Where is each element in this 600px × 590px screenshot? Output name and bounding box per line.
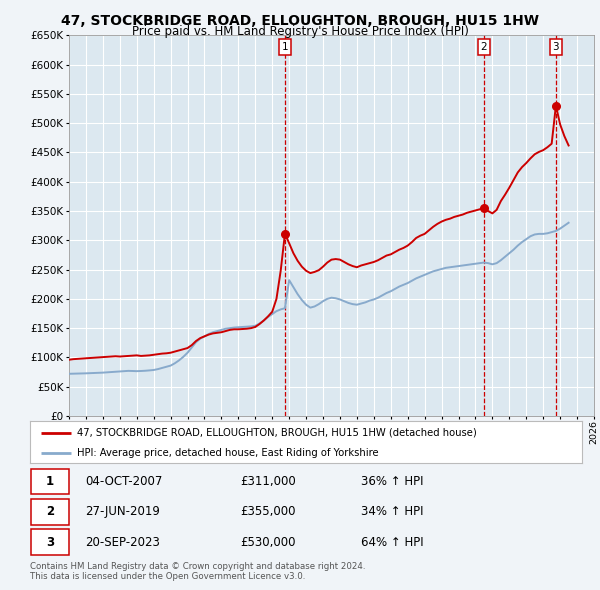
Text: 2: 2 xyxy=(46,505,54,519)
Text: 2: 2 xyxy=(481,42,487,52)
Text: 04-OCT-2007: 04-OCT-2007 xyxy=(85,475,163,488)
Text: 20-SEP-2023: 20-SEP-2023 xyxy=(85,536,160,549)
Text: £355,000: £355,000 xyxy=(240,505,295,519)
Text: 47, STOCKBRIDGE ROAD, ELLOUGHTON, BROUGH, HU15 1HW: 47, STOCKBRIDGE ROAD, ELLOUGHTON, BROUGH… xyxy=(61,14,539,28)
Text: 47, STOCKBRIDGE ROAD, ELLOUGHTON, BROUGH, HU15 1HW (detached house): 47, STOCKBRIDGE ROAD, ELLOUGHTON, BROUGH… xyxy=(77,428,476,438)
Text: 1: 1 xyxy=(46,475,54,488)
Text: 36% ↑ HPI: 36% ↑ HPI xyxy=(361,475,424,488)
FancyBboxPatch shape xyxy=(31,469,68,494)
Text: £311,000: £311,000 xyxy=(240,475,296,488)
Text: 64% ↑ HPI: 64% ↑ HPI xyxy=(361,536,424,549)
Text: HPI: Average price, detached house, East Riding of Yorkshire: HPI: Average price, detached house, East… xyxy=(77,448,379,457)
Text: 3: 3 xyxy=(46,536,54,549)
Text: £530,000: £530,000 xyxy=(240,536,295,549)
Text: 1: 1 xyxy=(281,42,288,52)
FancyBboxPatch shape xyxy=(31,529,68,555)
Text: This data is licensed under the Open Government Licence v3.0.: This data is licensed under the Open Gov… xyxy=(30,572,305,581)
Text: 27-JUN-2019: 27-JUN-2019 xyxy=(85,505,160,519)
Text: 34% ↑ HPI: 34% ↑ HPI xyxy=(361,505,424,519)
Text: Contains HM Land Registry data © Crown copyright and database right 2024.: Contains HM Land Registry data © Crown c… xyxy=(30,562,365,571)
Text: Price paid vs. HM Land Registry's House Price Index (HPI): Price paid vs. HM Land Registry's House … xyxy=(131,25,469,38)
Text: 3: 3 xyxy=(553,42,559,52)
FancyBboxPatch shape xyxy=(31,499,68,525)
